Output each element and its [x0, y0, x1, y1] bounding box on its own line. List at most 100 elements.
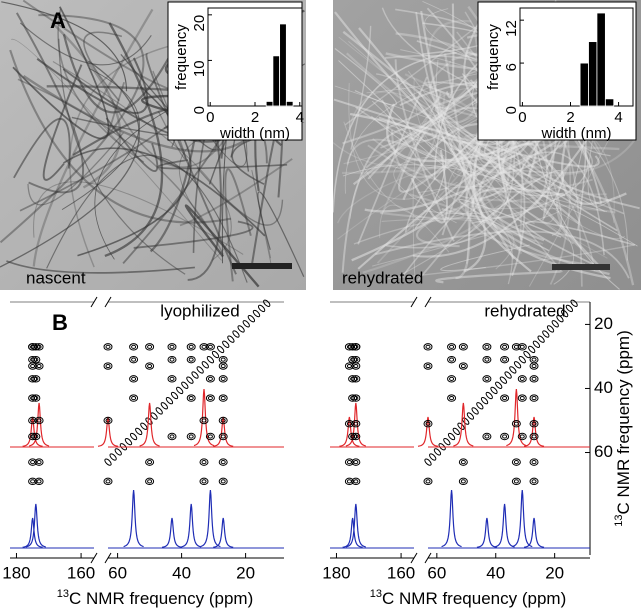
cross-peak	[167, 432, 177, 441]
cross-peak	[513, 460, 519, 465]
nmr-title: lyophilized	[160, 301, 239, 320]
diagonal-contour	[476, 402, 484, 410]
cross-peak	[218, 362, 228, 370]
cross-peak	[145, 458, 155, 466]
fiber	[372, 207, 562, 267]
cross-peak	[353, 460, 359, 465]
cross-peak	[447, 355, 457, 364]
diagonal-contour	[176, 386, 184, 395]
cross-peak	[502, 395, 508, 401]
fiber	[375, 230, 630, 279]
cross-peak	[169, 357, 175, 362]
cross-peak	[511, 477, 521, 486]
cross-peak	[529, 477, 539, 486]
diagonal-contour	[135, 427, 143, 436]
cross-peak	[353, 479, 359, 484]
cross-peak	[105, 479, 111, 484]
cross-peak	[511, 458, 521, 466]
fiber	[367, 144, 593, 193]
cross-peak	[220, 395, 226, 401]
x-tick-label: 180	[2, 563, 30, 582]
diagonal-contour	[257, 304, 266, 313]
diagonal-contour	[165, 396, 174, 405]
peak	[200, 489, 221, 548]
nmr-title: rehydrated	[484, 301, 565, 320]
cross-peak	[458, 343, 468, 351]
cross-peak	[519, 344, 525, 349]
diagonal-contour	[201, 361, 209, 369]
cross-peak	[423, 343, 433, 351]
fiber	[338, 60, 444, 159]
fiber	[346, 138, 575, 245]
diagonal-contour	[237, 325, 245, 333]
cross-peak	[131, 395, 137, 401]
x-tick-label: 0	[206, 109, 214, 126]
cross-peak	[31, 375, 41, 383]
peak	[28, 402, 50, 447]
cross-peak	[36, 460, 42, 465]
cross-peak	[105, 363, 111, 369]
cross-peak	[218, 416, 228, 425]
fiber	[1, 1, 128, 92]
diagonal-contour	[129, 432, 138, 441]
cross-peak	[351, 458, 361, 466]
cross-peak	[519, 434, 525, 439]
bar	[285, 101, 294, 107]
cross-peak	[188, 344, 194, 349]
diagonal-contour	[247, 314, 256, 323]
y-tick-label: 6	[503, 63, 520, 71]
peak	[523, 416, 545, 447]
cross-peak	[30, 479, 36, 484]
fiber	[157, 159, 288, 170]
cross-peak	[33, 357, 39, 362]
bar	[596, 12, 606, 107]
diagonal-contour	[471, 407, 479, 415]
peak	[453, 402, 474, 447]
diagonal-contour	[495, 381, 503, 389]
isotope: 13	[613, 514, 625, 526]
diagonal-contour	[447, 432, 456, 441]
cross-peak	[201, 344, 207, 349]
cross-peak	[220, 357, 226, 362]
peak	[213, 416, 234, 447]
x-tick-label: 160	[67, 563, 95, 582]
cross-peak	[447, 375, 457, 383]
cross-peak	[484, 376, 490, 381]
cross-peak	[458, 477, 468, 486]
diagonal-contour	[104, 458, 112, 466]
isotope: 13	[57, 588, 69, 600]
cross-peak	[33, 395, 39, 401]
peak	[181, 503, 202, 548]
fiber	[435, 270, 561, 284]
fiber	[257, 191, 305, 277]
fiber	[6, 260, 195, 274]
fiber	[179, 158, 293, 227]
fiber	[387, 244, 635, 280]
x-tick-label: 0	[518, 109, 526, 126]
fiber	[428, 19, 523, 255]
diagonal-contour	[160, 402, 168, 410]
cross-peak	[425, 363, 431, 369]
fiber	[62, 34, 176, 114]
fiber	[519, 154, 534, 245]
fiber	[19, 22, 152, 66]
axis-break	[424, 552, 432, 564]
fiber	[414, 91, 447, 229]
y-tick-label: 12	[503, 20, 520, 37]
peak	[123, 489, 144, 548]
label-text: C NMR frequency (ppm)	[382, 589, 566, 608]
cross-peak	[205, 375, 215, 383]
diagonal-contour	[443, 437, 451, 446]
isotope: 13	[370, 588, 382, 600]
cross-peak	[220, 479, 226, 484]
fiber	[394, 59, 455, 242]
cross-peak	[460, 363, 466, 369]
cross-peak	[131, 376, 137, 381]
cross-peak	[353, 357, 359, 362]
fiber	[448, 143, 593, 174]
diagonal-contour	[452, 427, 460, 436]
cross-peak	[131, 344, 137, 349]
cross-peak	[205, 343, 215, 351]
cross-peak	[186, 394, 196, 402]
fiber	[13, 118, 71, 179]
